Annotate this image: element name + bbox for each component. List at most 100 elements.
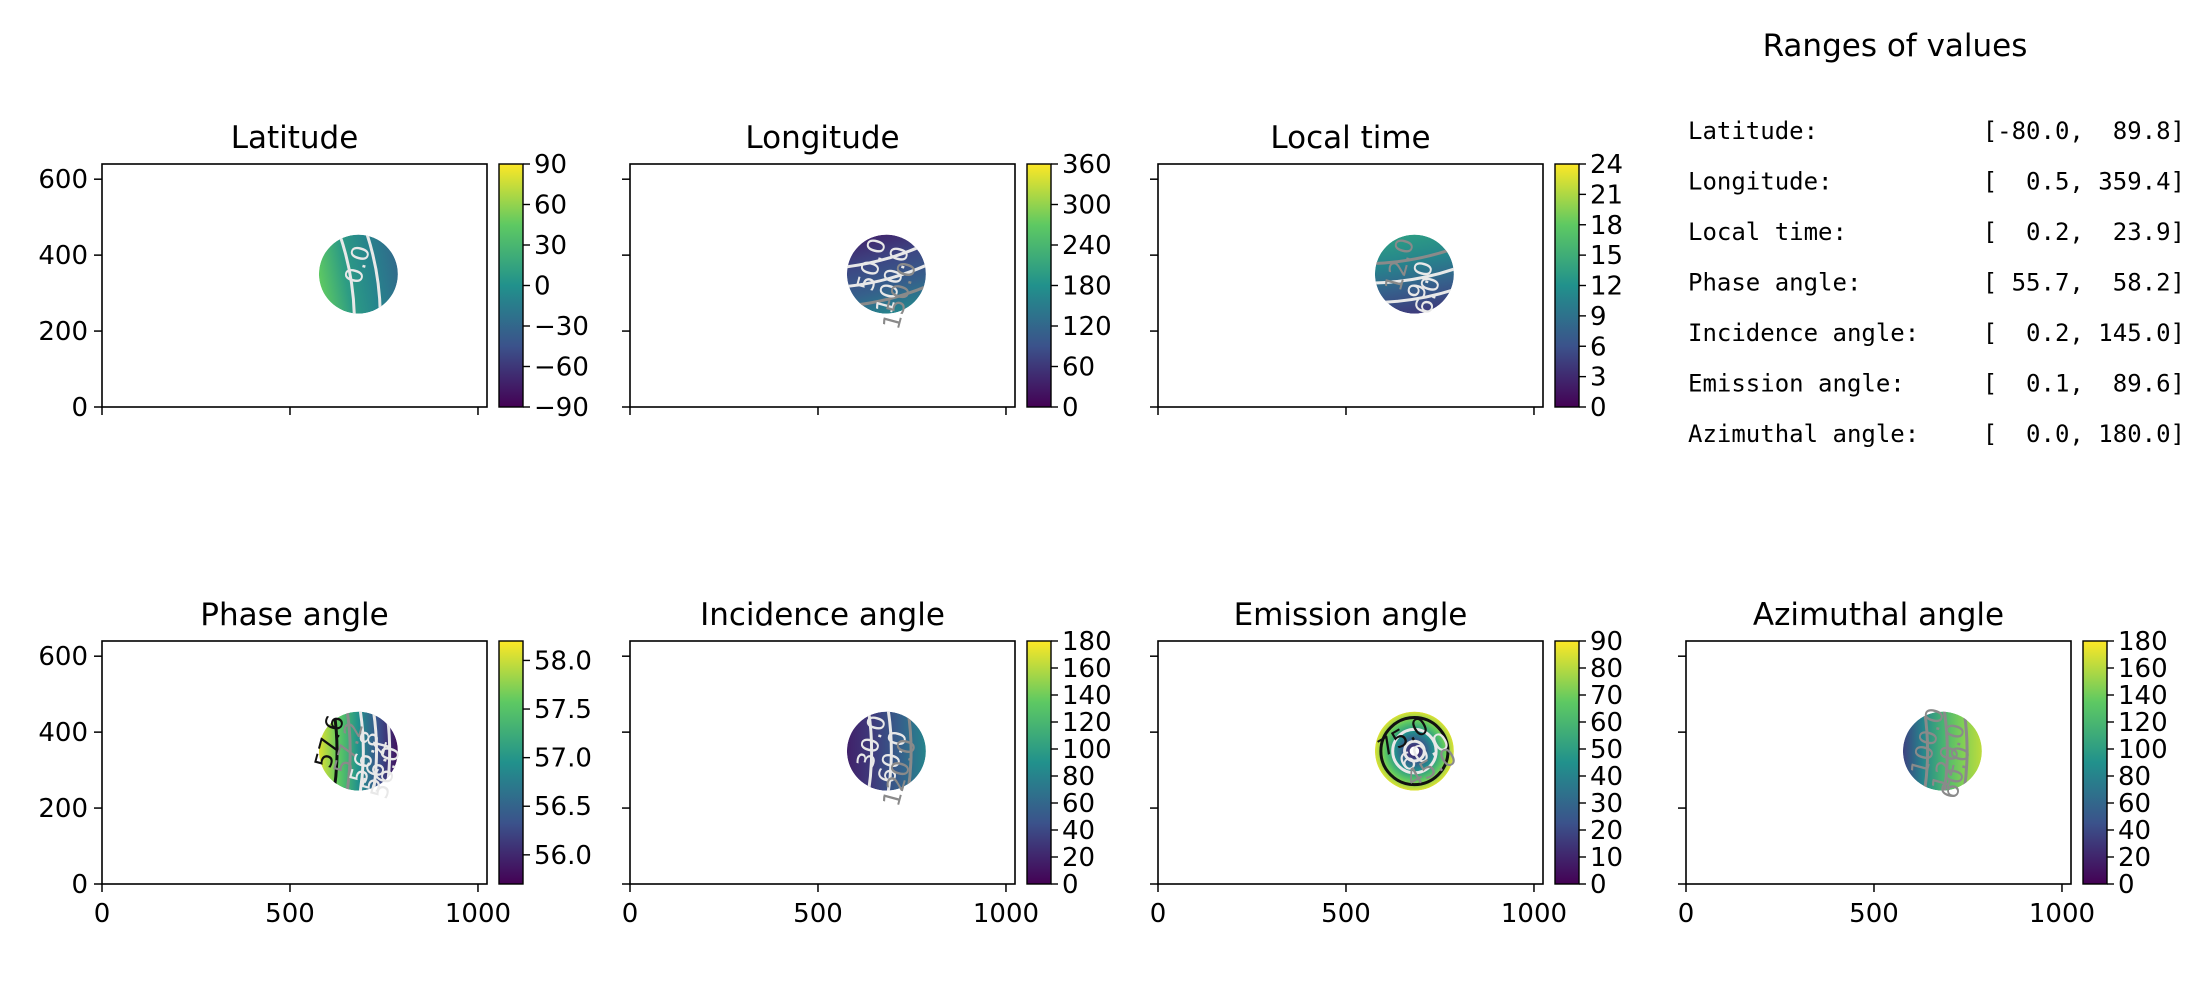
colorbar-tick-label: 20 — [1062, 843, 1095, 873]
panel-title: Phase angle — [200, 597, 388, 633]
contour-line — [356, 711, 365, 791]
ranges-title: Ranges of values — [1763, 28, 2028, 64]
axes-frame — [1157, 163, 1544, 408]
y-tick-label: 0 — [71, 870, 88, 900]
colorbar-tick-label: 0 — [534, 272, 551, 302]
colorbar-tick-label: 40 — [1062, 816, 1095, 846]
colorbar-tick-label: 60 — [2118, 789, 2151, 819]
colorbar-tick-label: 12 — [1590, 272, 1623, 302]
colorbar-tick-label: 30 — [534, 231, 567, 261]
range-value: [ 0.1, 89.6] — [1983, 370, 2185, 398]
range-row: Incidence angle: [ 0.2, 145.0] — [1688, 319, 2185, 347]
x-tick-label: 0 — [1150, 899, 1167, 929]
range-label: Longitude: — [1688, 168, 1833, 196]
disk-fill — [846, 711, 926, 791]
contour-line — [904, 711, 913, 791]
range-value: [ 0.2, 145.0] — [1983, 319, 2185, 347]
colorbar-tick-label: 21 — [1590, 180, 1623, 210]
colorbar-tick-label: 40 — [1590, 762, 1623, 792]
contour-line — [1940, 711, 1949, 791]
range-row: Emission angle: [ 0.1, 89.6] — [1688, 370, 2185, 398]
contour-line — [370, 711, 378, 791]
colorbar-tick-label: 160 — [1062, 654, 1112, 684]
x-tick-label: 0 — [1678, 899, 1695, 929]
colorbar-tick-label: 360 — [1062, 150, 1112, 180]
colorbar-tick-label: 90 — [1590, 627, 1623, 657]
colorbar-tick-label: 60 — [534, 191, 567, 221]
contour-line — [343, 711, 352, 791]
contour-line — [1403, 739, 1426, 763]
colorbar-tick-label: 0 — [1590, 393, 1607, 423]
colorbar-tick-label: 56.5 — [534, 792, 592, 822]
panel-title: Latitude — [231, 120, 359, 156]
colorbar-tick-label: 90 — [534, 150, 567, 180]
colorbar-tick-label: 60 — [1062, 353, 1095, 383]
disk-image — [1902, 711, 1982, 791]
colorbar-tick-label: 160 — [2118, 654, 2168, 684]
y-tick-label: 600 — [38, 165, 88, 195]
x-tick-label: 1000 — [445, 899, 511, 929]
contour-line — [1960, 711, 1969, 791]
colorbar-tick-label: 0 — [1062, 870, 1079, 900]
range-row: Latitude: [-80.0, 89.8] — [1688, 117, 2185, 145]
colorbar-tick-label: 70 — [1590, 681, 1623, 711]
axes-frame — [629, 640, 1016, 885]
contour-line — [884, 711, 893, 791]
colorbar-tick-label: 24 — [1590, 150, 1623, 180]
colorbar — [498, 163, 524, 408]
colorbar-tick-label: 60 — [1062, 789, 1095, 819]
x-tick-label: 0 — [622, 899, 639, 929]
range-label: Phase angle: — [1688, 269, 1861, 297]
x-tick-label: 1000 — [2029, 899, 2095, 929]
ranges-panel: Ranges of values Latitude: [-80.0, 89.8] L… — [1688, 28, 2185, 448]
colorbar-tick-label: 40 — [2118, 816, 2151, 846]
y-tick-label: 400 — [38, 241, 88, 271]
x-tick-label: 0 — [94, 899, 111, 929]
colorbar-tick-label: 80 — [1062, 762, 1095, 792]
x-tick-label: 1000 — [973, 899, 1039, 929]
disk-image — [318, 711, 398, 791]
colorbar-tick-label: 18 — [1590, 211, 1623, 241]
x-tick-label: 500 — [1849, 899, 1899, 929]
colorbar-tick-label: 180 — [1062, 272, 1112, 302]
colorbar-tick-label: 30 — [1590, 789, 1623, 819]
panel-longitude: Longitude50.0100.0150.006012018024030036… — [622, 120, 1112, 423]
colorbar-tick-label: −60 — [534, 353, 589, 383]
colorbar-tick-label: 180 — [1062, 627, 1112, 657]
plot-area — [1686, 641, 2071, 884]
y-tick-label: 400 — [38, 718, 88, 748]
colorbar-tick-label: 140 — [2118, 681, 2168, 711]
y-tick-label: 200 — [38, 794, 88, 824]
colorbar-tick-label: 10 — [1590, 843, 1623, 873]
colorbar-tick-label: 80 — [2118, 762, 2151, 792]
y-tick-label: 600 — [38, 642, 88, 672]
axes-frame — [629, 163, 1016, 408]
panel-title: Incidence angle — [700, 597, 945, 633]
colorbar-tick-label: 0 — [1590, 870, 1607, 900]
panel-title: Local time — [1270, 120, 1430, 156]
range-label: Local time: — [1688, 218, 1847, 246]
panel-title: Longitude — [745, 120, 899, 156]
axes-frame — [1157, 640, 1544, 885]
axes-frame — [101, 163, 488, 408]
range-value: [ 55.7, 58.2] — [1983, 269, 2185, 297]
x-tick-label: 500 — [1321, 899, 1371, 929]
contour-center — [1409, 746, 1420, 756]
panel-title: Emission angle — [1234, 597, 1468, 633]
colorbar-tick-label: 3 — [1590, 363, 1607, 393]
colorbar-tick-label: 6 — [1590, 332, 1607, 362]
colorbar — [2082, 640, 2108, 885]
plot-area — [102, 641, 487, 884]
plot-area — [630, 641, 1015, 884]
colorbar-tick-label: 240 — [1062, 231, 1112, 261]
colorbar-tick-label: 300 — [1062, 191, 1112, 221]
range-value: [ 0.2, 23.9] — [1983, 218, 2185, 246]
colorbar-tick-label: 0 — [2118, 870, 2135, 900]
contour-line — [330, 711, 339, 791]
colorbar — [1026, 640, 1052, 885]
colorbar-tick-label: 100 — [1062, 735, 1112, 765]
